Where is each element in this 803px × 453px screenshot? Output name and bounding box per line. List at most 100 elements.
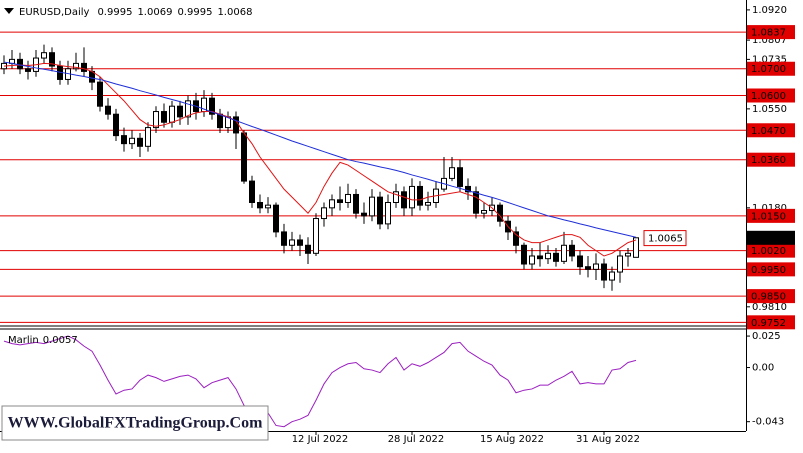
candle-body	[161, 111, 167, 123]
close-value: 1.0068	[217, 7, 252, 18]
candle-body	[577, 255, 583, 268]
candle-body	[609, 271, 615, 281]
candle-body	[321, 207, 327, 220]
candle-body	[513, 231, 519, 246]
x-tick-label: 31 Aug 2022	[576, 434, 640, 445]
candle-body	[529, 255, 535, 265]
level-label: 1.0360	[751, 155, 786, 166]
candle-body	[265, 204, 271, 209]
oscillator-line	[3, 335, 637, 428]
moving-average	[3, 61, 637, 238]
price-label: 1.0065	[648, 234, 683, 245]
candle-body	[185, 100, 191, 118]
watermark: WWW.GlobalFXTradingGroup.Com	[8, 415, 264, 432]
level-label-box	[747, 152, 795, 167]
candle-body	[337, 199, 343, 203]
level-label-box	[747, 243, 795, 258]
candle-body	[97, 81, 103, 107]
candle-body	[345, 193, 351, 203]
level-label-box	[747, 123, 795, 138]
candle-body	[313, 218, 319, 254]
y-tick-label: 0.025	[752, 331, 781, 342]
candle-body	[593, 263, 599, 270]
candle-body	[457, 167, 463, 187]
symbol-title: EURUSD,Daily	[19, 7, 90, 18]
low-value: 0.9995	[177, 7, 212, 18]
candle-body	[473, 191, 479, 214]
y-tick-label: 0.9810	[752, 302, 787, 313]
level-label: 1.0700	[751, 64, 786, 75]
candle-body	[209, 97, 215, 115]
y-tick-label: 0.00	[752, 363, 774, 374]
candle-body	[521, 244, 527, 265]
oscillator-value: 0.0057	[43, 335, 78, 346]
level-label-box	[747, 262, 795, 277]
level-label-box	[747, 289, 795, 304]
current-price-box	[747, 230, 795, 245]
level-label: 0.9950	[751, 265, 786, 276]
candle-body	[329, 199, 335, 209]
price-label-box	[643, 230, 687, 247]
y-tick-label: 1.0920	[752, 5, 787, 16]
candle-body	[377, 196, 383, 225]
watermark-background	[1, 405, 269, 441]
candle-body	[249, 180, 255, 203]
y-tick-label: -0.043	[752, 417, 784, 428]
high-value: 1.0069	[137, 7, 172, 18]
x-tick-label: 12 Jul 2022	[292, 434, 349, 445]
candle-body	[545, 252, 551, 260]
candle-body	[73, 62, 79, 70]
candle-body	[137, 137, 143, 147]
candle-body	[625, 252, 631, 257]
candle-body	[617, 255, 623, 273]
candle-body	[537, 255, 543, 260]
candle-body	[569, 244, 575, 257]
level-label: 0.9752	[751, 318, 786, 329]
candle-body	[105, 105, 111, 115]
price-panel: 1.0065	[0, 31, 746, 323]
candle-body	[289, 239, 295, 246]
candle-body	[113, 113, 119, 137]
watermark-box: WWW.GlobalFXTradingGroup.Com	[1, 405, 269, 441]
candle-body	[585, 266, 591, 270]
x-tick-label: 28 Jul 2022	[388, 434, 445, 445]
candle-body	[233, 116, 239, 134]
candle-body	[409, 185, 415, 209]
candle-body	[241, 132, 247, 182]
candle-body	[465, 185, 471, 193]
y-tick-label: 1.0550	[752, 104, 787, 115]
y-tick-label: 1.0735	[752, 54, 787, 65]
x-tick-label: 15 Aug 2022	[480, 434, 544, 445]
candle-body	[129, 137, 135, 145]
level-label-box	[747, 88, 795, 103]
candle-body	[601, 263, 607, 281]
candle-body	[401, 191, 407, 209]
candle-body	[369, 196, 375, 217]
current-price: 1.0068	[751, 233, 786, 244]
candle-body	[257, 201, 263, 209]
candle-body	[553, 252, 559, 262]
candle-body	[217, 113, 223, 129]
candle-body	[561, 244, 567, 262]
oscillator-header: Marlin 0.0057	[8, 335, 78, 346]
candle-body	[353, 193, 359, 214]
candle-body	[361, 212, 367, 217]
candle-body	[449, 167, 455, 179]
candle-body	[281, 231, 287, 246]
level-label: 1.0020	[751, 246, 786, 257]
level-label: 1.0600	[751, 91, 786, 102]
level-label: 1.0470	[751, 126, 786, 137]
chart-header: EURUSD,Daily 0.9995 1.0069 0.9995 1.0068	[19, 7, 252, 18]
candle-body	[417, 185, 423, 206]
moving-average	[3, 62, 637, 257]
open-value: 0.9995	[97, 7, 132, 18]
candle-body	[425, 201, 431, 206]
oscillator-title: Marlin	[8, 335, 39, 346]
candle-body	[41, 52, 47, 59]
y-tick-label: 1.0180	[752, 203, 787, 214]
level-label: 1.0837	[751, 28, 786, 39]
level-label-box	[747, 315, 795, 330]
candle-body	[177, 105, 183, 118]
